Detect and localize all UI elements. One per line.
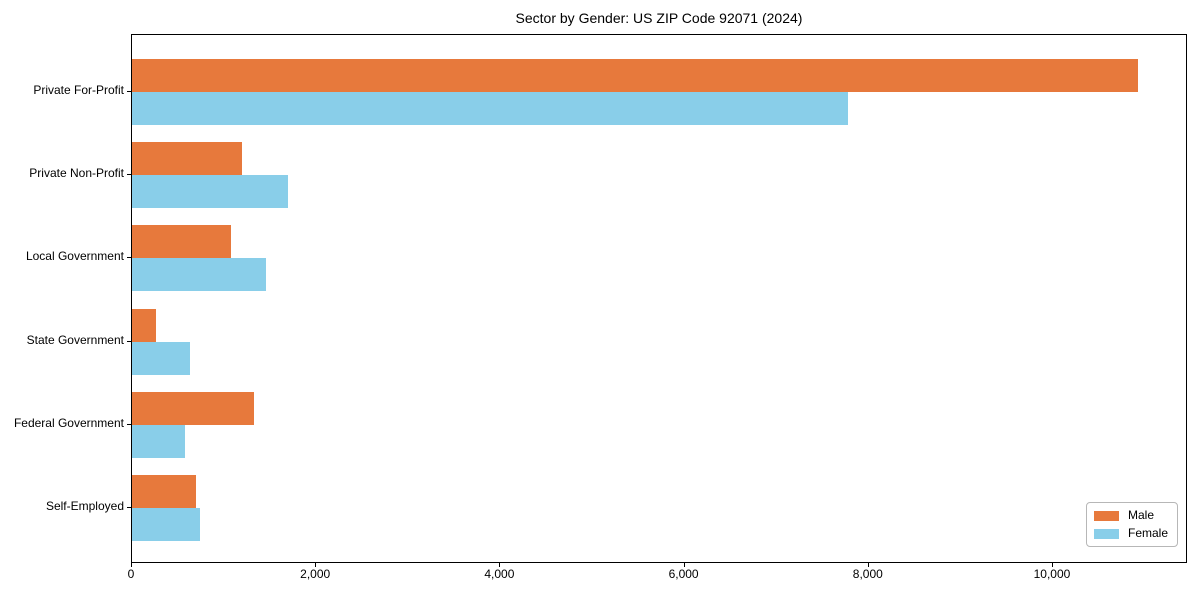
legend-item-male: Male: [1093, 508, 1168, 522]
legend: Male Female: [1085, 502, 1178, 547]
x-tick-mark: [1051, 563, 1053, 567]
x-tick-label: 10,000: [1033, 567, 1071, 581]
legend-label: Male: [1127, 508, 1154, 522]
bar-female-6: [132, 508, 201, 541]
bar-male-5: [132, 391, 255, 425]
bar-female-3: [132, 258, 267, 292]
legend-swatch-female: [1093, 528, 1119, 539]
bar-female-5: [132, 424, 186, 458]
bar-male-3: [132, 225, 231, 259]
y-tick-mark: [127, 257, 131, 259]
category-label: Federal Government: [13, 415, 124, 430]
y-tick-mark: [127, 423, 131, 425]
legend-label: Female: [1127, 526, 1168, 540]
x-tick-label: 8,000: [852, 567, 883, 581]
chart-title: Sector by Gender: US ZIP Code 92071 (202…: [515, 10, 803, 26]
legend-item-female: Female: [1093, 526, 1168, 540]
bar-male-2: [132, 142, 242, 176]
x-tick-mark: [867, 563, 869, 567]
bar-female-2: [132, 175, 288, 209]
x-tick-label: 0: [127, 567, 135, 581]
bar-female-4: [132, 341, 191, 375]
x-tick-mark: [315, 563, 317, 567]
y-tick-mark: [127, 507, 131, 508]
x-tick-mark: [499, 563, 501, 567]
y-tick-mark: [127, 340, 131, 342]
x-tick-label: 4,000: [484, 567, 515, 581]
bar-female-1: [132, 92, 848, 125]
bar-male-1: [132, 59, 1138, 92]
category-label: State Government: [26, 332, 124, 347]
bar-male-4: [132, 308, 156, 342]
y-tick-mark: [127, 91, 131, 92]
category-label: Self-Employed: [45, 499, 124, 513]
category-label: Local Government: [25, 249, 124, 264]
category-label: Private Non-Profit: [29, 166, 124, 181]
category-label: Private For-Profit: [33, 83, 124, 97]
bar-male-6: [132, 475, 197, 508]
legend-swatch-male: [1093, 510, 1119, 521]
plot-area: Male Female: [131, 34, 1187, 563]
x-tick-mark: [683, 563, 685, 567]
x-tick-label: 2,000: [300, 567, 331, 581]
x-tick-mark: [131, 563, 132, 567]
x-tick-label: 6,000: [668, 567, 699, 581]
y-tick-mark: [127, 174, 131, 176]
